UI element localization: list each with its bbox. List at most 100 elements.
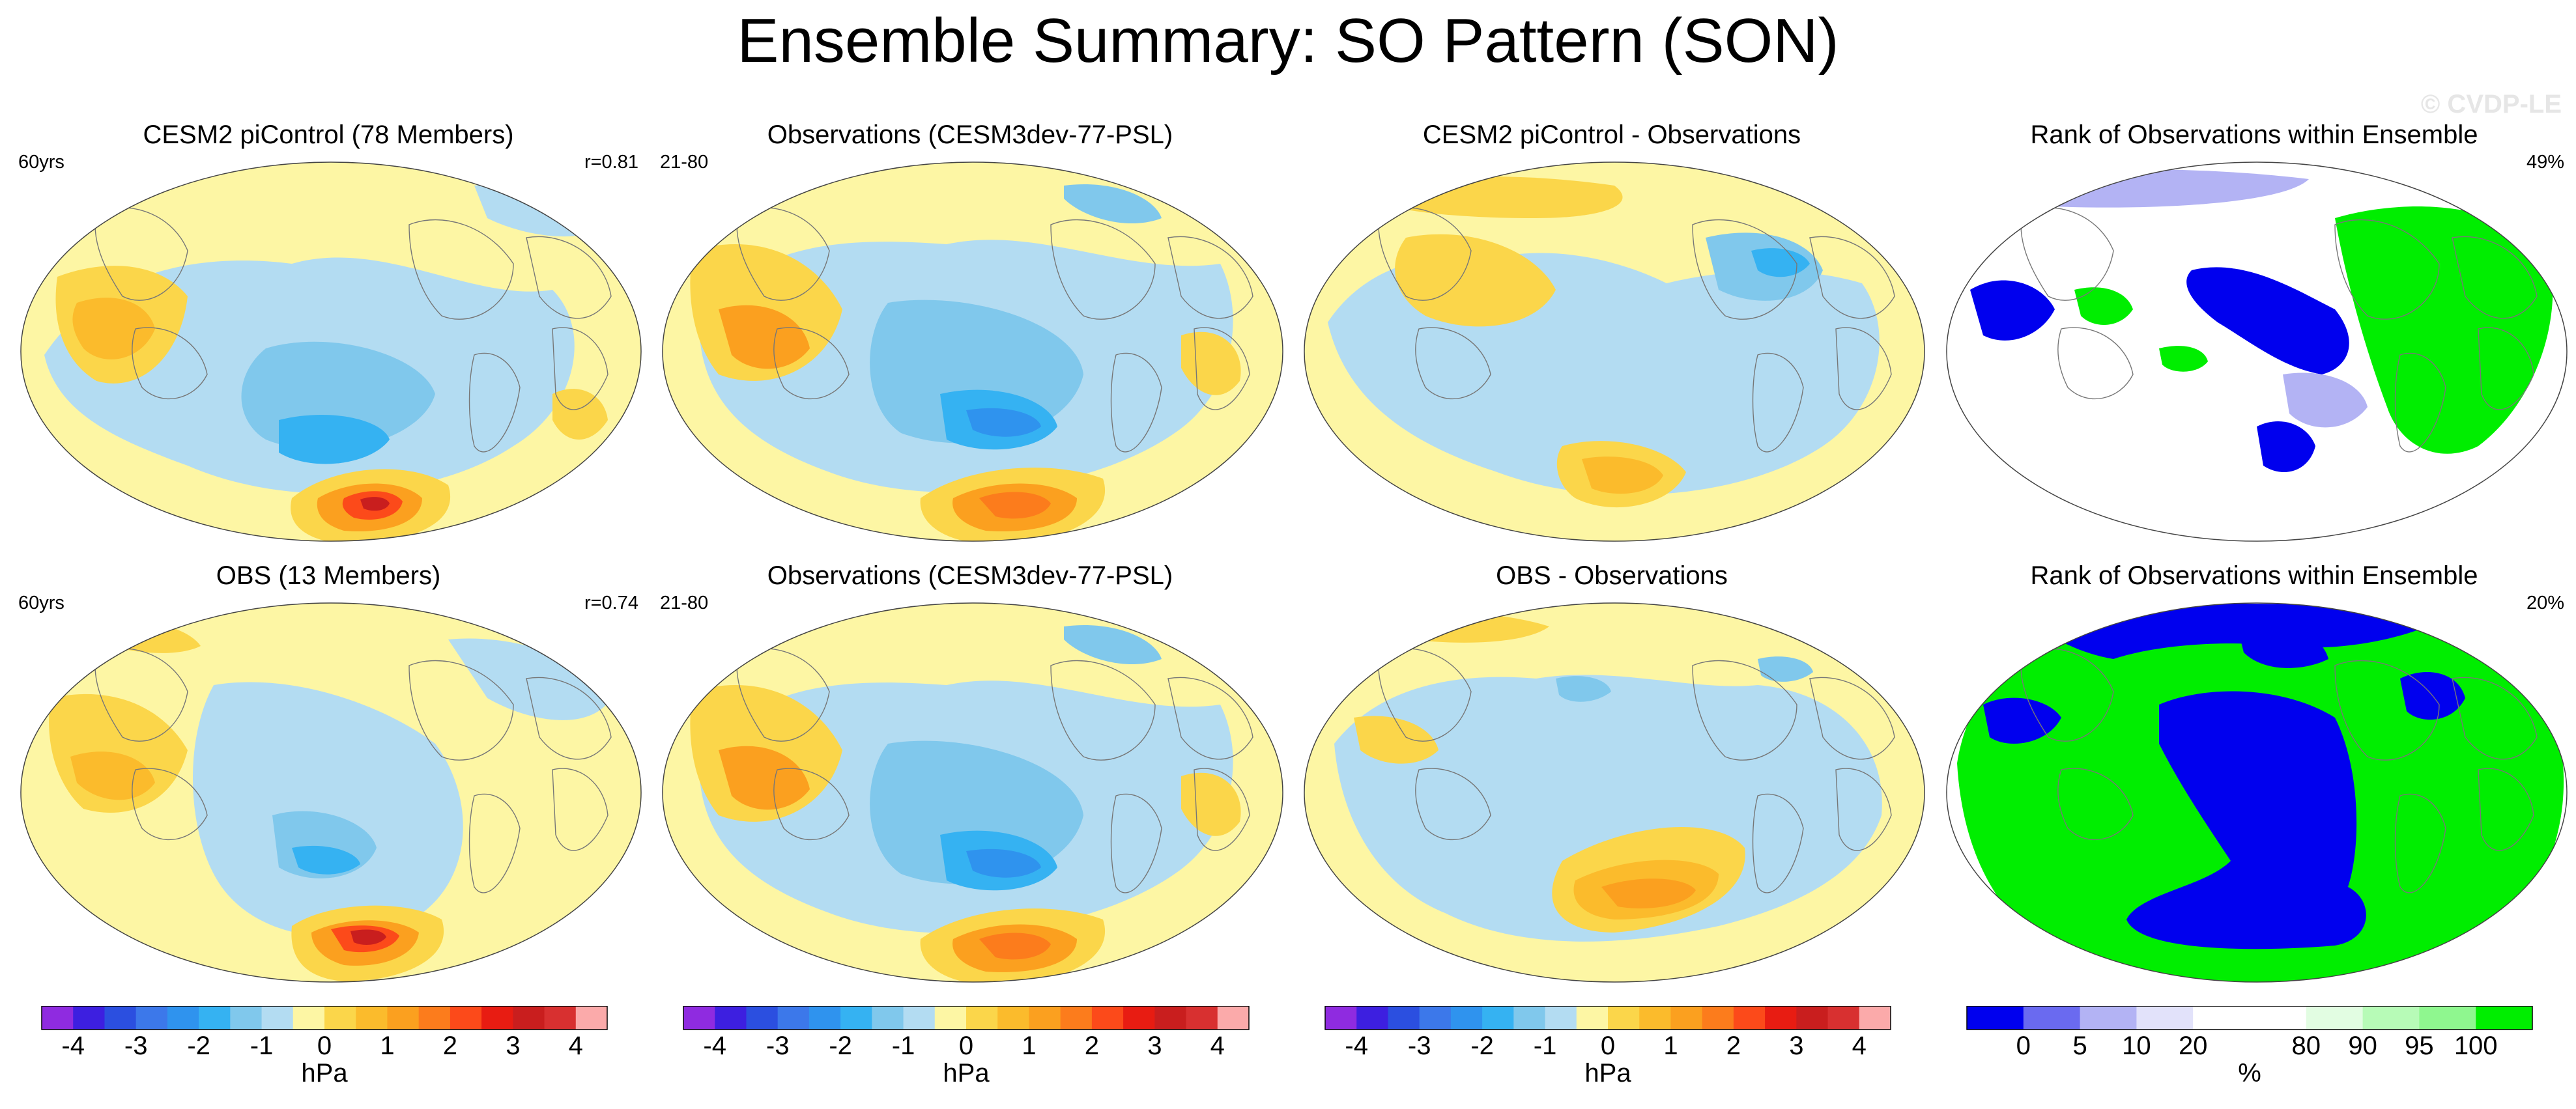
map-contour-region-5 xyxy=(1556,676,1611,702)
watermark-text: © CVDP-LE xyxy=(2420,90,2562,119)
panel-title: OBS - Observations xyxy=(1496,561,1728,590)
coastline-2 xyxy=(1692,219,1797,320)
map-contour-region-7 xyxy=(2283,372,2368,428)
colorbar-unit-label: hPa xyxy=(943,1059,990,1088)
colorbar-tick-label: 3 xyxy=(1147,1032,1162,1060)
coastline-2 xyxy=(408,219,514,320)
colorbar-swatch-9 xyxy=(966,1006,998,1030)
colorbar-swatch-0 xyxy=(1325,1006,1357,1030)
colorbar-tick-label: -4 xyxy=(703,1032,726,1060)
colorbar-unit-label: hPa xyxy=(301,1059,348,1088)
coastline-1 xyxy=(773,768,850,841)
map-contour-region-9 xyxy=(1181,772,1241,836)
coastline-5 xyxy=(1835,327,1892,410)
colorbar-swatch-10 xyxy=(997,1006,1029,1030)
colorbar-swatch-11 xyxy=(1670,1006,1703,1030)
map-panel-2 xyxy=(662,161,1283,542)
coastline-0 xyxy=(2020,648,2114,742)
colorbar-swatch-4 xyxy=(809,1006,841,1030)
colorbar-swatch-0 xyxy=(683,1006,715,1030)
colorbar-swatch-4 xyxy=(167,1006,199,1030)
map-outline xyxy=(662,161,1283,542)
map-panel-1 xyxy=(20,161,642,542)
colorbar-swatch-2 xyxy=(104,1006,137,1030)
coastline-2 xyxy=(1050,219,1156,320)
colorbar-tick-label: 1 xyxy=(1022,1032,1036,1060)
colorbar-swatch-11 xyxy=(1029,1006,1061,1030)
coastline-0 xyxy=(736,648,830,742)
panel-title: CESM2 piControl (78 Members) xyxy=(143,120,514,149)
colorbar-tick-label: 0 xyxy=(1601,1032,1615,1060)
colorbar-swatch-0 xyxy=(42,1006,74,1030)
colorbar-swatch-3 xyxy=(2136,1006,2194,1030)
map-contour-region-2 xyxy=(719,305,810,369)
colorbar-tick-label: 90 xyxy=(2348,1032,2377,1060)
map-panel-5 xyxy=(20,602,642,983)
map-contour-region-2 xyxy=(72,298,155,359)
colorbar-swatch-7 xyxy=(261,1006,294,1030)
colorbar-swatch-9 xyxy=(1608,1006,1640,1030)
panel-title: CESM2 piControl - Observations xyxy=(1422,120,1801,149)
colorbar-tick-label: -1 xyxy=(892,1032,915,1060)
colorbar-svg-3: -4 -3 -2 -1 0 1 2 3 4 hPa xyxy=(1324,1006,1891,1088)
colorbar-tick-label: 5 xyxy=(2072,1032,2087,1060)
colorbar-tick-label: 1 xyxy=(380,1032,394,1060)
colorbar-swatch-4 xyxy=(1450,1006,1483,1030)
panel-years-label: 60yrs xyxy=(18,152,64,173)
colorbar-swatch-11 xyxy=(387,1006,420,1030)
map-contour-region-9 xyxy=(1181,331,1241,395)
colorbar-swatch-2 xyxy=(2080,1006,2137,1030)
coastline-5 xyxy=(2478,768,2534,851)
colorbar-tick-label: -2 xyxy=(1470,1032,1494,1060)
coastline-0 xyxy=(736,207,830,301)
colorbar-tick-label: 0 xyxy=(317,1032,332,1060)
colorbar-svg-4: 0 5 10 20 80 90 95 100% xyxy=(1966,1006,2533,1088)
coastline-5 xyxy=(1835,768,1892,851)
colorbar-tick-label: 4 xyxy=(569,1032,583,1060)
coastline-1 xyxy=(773,327,850,400)
map-contour-region-0 xyxy=(2335,206,2553,454)
colorbar-tick-label: -3 xyxy=(766,1032,790,1060)
map-contour-region-9 xyxy=(552,389,608,440)
colorbar-tick-label: 4 xyxy=(1210,1032,1225,1060)
map-contour-region-5 xyxy=(2237,625,2328,668)
map-panel-8 xyxy=(1946,602,2568,983)
coastline-1 xyxy=(1415,327,1491,400)
colorbar-swatch-13 xyxy=(1733,1006,1766,1030)
colorbar-swatch-17 xyxy=(1859,1006,1891,1030)
coastline-2 xyxy=(2334,219,2440,320)
colorbar-swatch-12 xyxy=(1060,1006,1093,1030)
colorbar-tick-label: -3 xyxy=(1408,1032,1431,1060)
colorbar-swatch-9 xyxy=(2476,1006,2533,1030)
map-outline xyxy=(1304,602,1925,983)
panel-title: Rank of Observations within Ensemble xyxy=(2030,561,2478,590)
colorbar-swatch-5 xyxy=(2250,1006,2307,1030)
map-contour-region-4 xyxy=(2074,287,2133,325)
colorbar-swatch-13 xyxy=(1091,1006,1124,1030)
colorbar-swatch-14 xyxy=(481,1006,513,1030)
colorbar-frame xyxy=(683,1006,1250,1030)
panel-title: OBS (13 Members) xyxy=(216,561,441,590)
coastline-0 xyxy=(1378,648,1472,742)
colorbar-tick-label: 2 xyxy=(1726,1032,1741,1060)
colorbar-tick-label: -1 xyxy=(1534,1032,1557,1060)
colorbar-swatch-14 xyxy=(1123,1006,1155,1030)
coastline-1 xyxy=(132,327,208,400)
colorbar-tick-label: 20 xyxy=(2179,1032,2208,1060)
colorbar-tick-label: 0 xyxy=(959,1032,973,1060)
colorbar-4: 0 5 10 20 80 90 95 100% xyxy=(1958,1006,2576,1097)
map-contour-region-2 xyxy=(719,746,810,810)
map-contour-region-2 xyxy=(1983,697,2061,744)
coastline-3 xyxy=(1752,793,1804,893)
colorbar-swatch-14 xyxy=(1765,1006,1797,1030)
panel-correlation-label: r=0.81 xyxy=(584,152,638,173)
map-panel-3 xyxy=(1304,161,1925,542)
colorbar-unit-label: hPa xyxy=(1584,1059,1631,1088)
coastline-1 xyxy=(132,768,208,841)
colorbar-tick-label: -4 xyxy=(61,1032,85,1060)
colorbar-tick-label: -1 xyxy=(250,1032,274,1060)
colorbar-swatch-4 xyxy=(2193,1006,2250,1030)
colorbar-swatch-5 xyxy=(840,1006,872,1030)
panel-difference-1: CESM2 piControl - Observations xyxy=(1293,120,1931,557)
map-contour-region-0 xyxy=(1334,675,1882,942)
